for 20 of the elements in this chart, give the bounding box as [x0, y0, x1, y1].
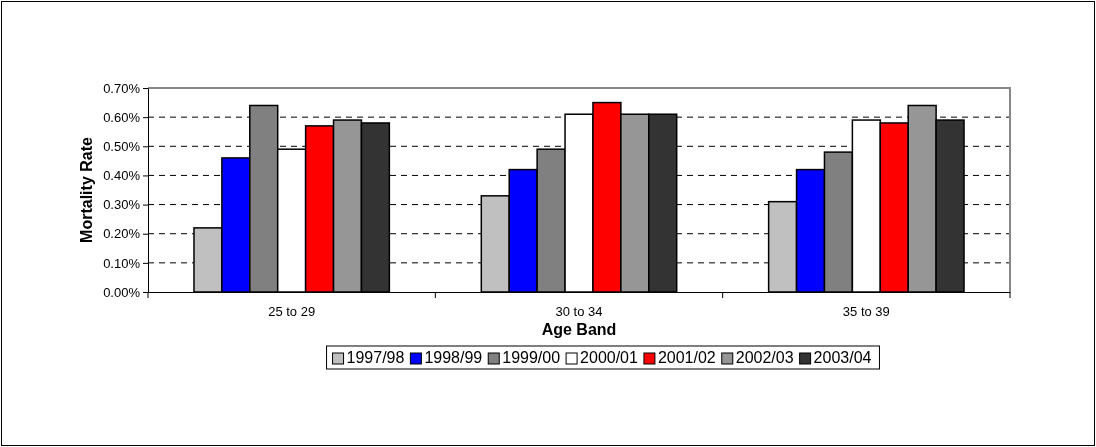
y-tick-label: 0.10%	[103, 255, 141, 271]
y-tick-label: 0.50%	[103, 138, 141, 154]
legend-label: 2000/01	[580, 349, 639, 366]
legend-label: 1998/99	[424, 349, 483, 366]
x-tick-label: 35 to 39	[842, 303, 890, 319]
y-tick-label: 0.30%	[103, 197, 141, 213]
legend-label: 2003/04	[813, 349, 872, 366]
legend-label: 2001/02	[657, 349, 716, 366]
y-tick-label: 0.70%	[103, 80, 141, 96]
y-tick-label: 0.00%	[103, 284, 141, 300]
y-axis-title: Mortality Rate	[78, 137, 95, 243]
x-axis-title: Age Band	[541, 321, 617, 338]
y-tick-label: 0.20%	[103, 226, 141, 242]
y-tick-label: 0.60%	[103, 109, 141, 125]
legend-label: 1999/00	[502, 349, 561, 366]
x-tick-label: 30 to 34	[555, 303, 603, 319]
y-tick-label: 0.40%	[103, 168, 141, 184]
x-tick-label: 25 to 29	[268, 303, 316, 319]
legend-label: 2002/03	[735, 349, 794, 366]
legend-label: 1997/98	[346, 349, 405, 366]
